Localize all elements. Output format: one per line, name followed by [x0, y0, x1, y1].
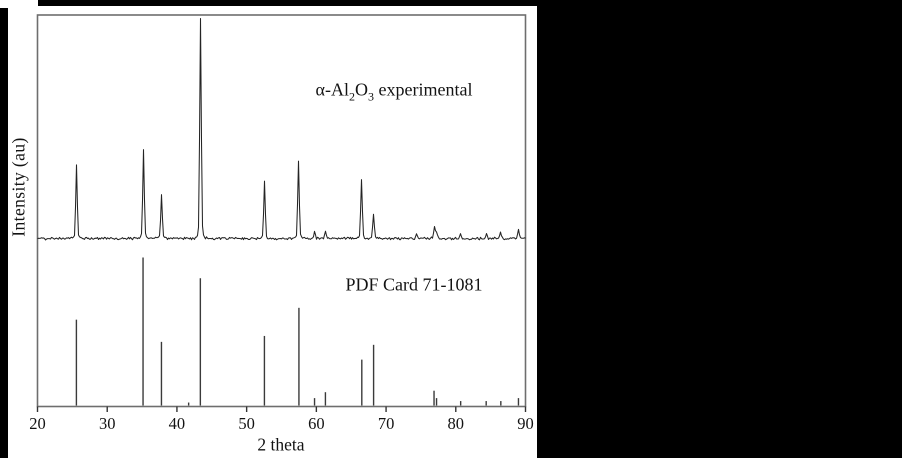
x-axis-label: 2 theta — [257, 434, 305, 455]
x-axis-tick-label: 20 — [29, 414, 46, 433]
y-axis-label: Intensity (au) — [8, 137, 29, 237]
figure-panel — [0, 0, 537, 458]
annotation-experimental-prefix: α-Al — [315, 79, 349, 100]
x-axis-tick-label: 50 — [238, 414, 255, 433]
x-axis-tick-label: 40 — [169, 414, 186, 433]
x-axis-tick-label: 70 — [378, 414, 395, 433]
annotation-experimental-suffix: experimental — [373, 79, 473, 100]
letterbox-left-strip — [0, 8, 8, 458]
annotation-experimental-sub2: 2 — [348, 89, 355, 104]
x-axis-tick-label: 60 — [308, 414, 325, 433]
annotation-reference-card: PDF Card 71-1081 — [345, 274, 483, 295]
letterbox-top-band — [38, 0, 902, 6]
experimental-trace — [37, 17, 526, 241]
x-axis-tick-label: 30 — [99, 414, 116, 433]
x-axis-tick-label: 90 — [517, 414, 534, 433]
annotation-experimental-mid: O — [354, 79, 368, 100]
plot-frame — [36, 14, 527, 408]
annotation-experimental-sub3: 3 — [367, 89, 374, 104]
annotation-experimental: α-Al2O3 experimental — [316, 80, 473, 105]
x-axis-tick-label: 80 — [448, 414, 465, 433]
xrd-chart: 20 30 40 50 60 70 80 90 — [29, 14, 534, 433]
letterbox-right-block — [537, 0, 902, 458]
